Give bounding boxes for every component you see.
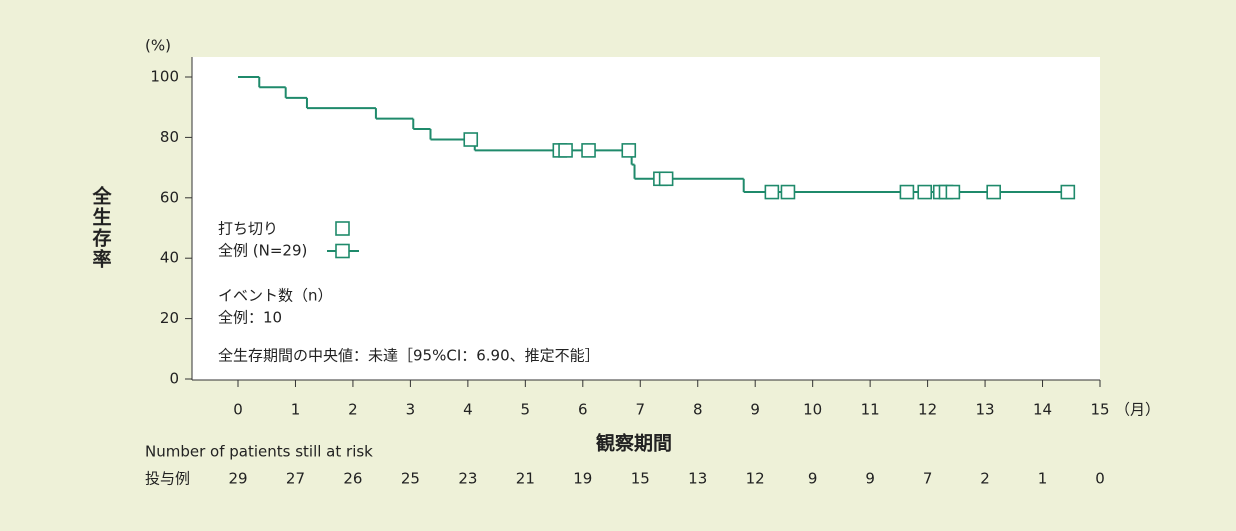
y-tick-label: 60 [160, 188, 179, 206]
legend-series-icon [335, 243, 350, 259]
legend-censor-icon [335, 221, 350, 236]
censor-mark [945, 184, 961, 200]
x-tick-label: 6 [578, 401, 588, 419]
annotation: イベント数（n） [218, 287, 333, 305]
x-tick-label: 7 [635, 401, 645, 419]
censor-mark [621, 143, 637, 158]
y-unit: (%) [145, 37, 171, 55]
at-risk-row-label: 投与例 [145, 470, 190, 488]
x-tick-label: 15 [1090, 401, 1109, 419]
x-unit: （月） [1115, 401, 1160, 419]
at-risk-value: 21 [516, 470, 535, 488]
at-risk-value: 1 [1038, 470, 1048, 488]
censor-mark [1060, 184, 1076, 200]
y-tick-label: 100 [150, 68, 179, 86]
y-tick-label: 80 [160, 128, 179, 146]
y-tick-label: 0 [169, 370, 179, 388]
y-tick-label: 40 [160, 249, 179, 267]
x-tick-label: 3 [406, 401, 416, 419]
at-risk-title: Number of patients still at risk [145, 443, 373, 461]
at-risk-value: 2 [980, 470, 990, 488]
at-risk-value: 13 [688, 470, 707, 488]
x-tick-label: 9 [750, 401, 760, 419]
x-tick-label: 4 [463, 401, 473, 419]
at-risk-value: 29 [228, 470, 247, 488]
censor-mark [658, 171, 674, 187]
censor-mark [558, 143, 573, 158]
x-tick-label: 12 [918, 401, 937, 419]
at-risk-value: 19 [573, 470, 592, 488]
y-label: 全生存率 [90, 185, 113, 270]
at-risk-value: 25 [401, 470, 420, 488]
censor-mark [780, 184, 796, 200]
legend-series-label: 全例 (N=29) [218, 242, 307, 260]
x-tick-label: 8 [693, 401, 703, 419]
x-tick-label: 2 [348, 401, 358, 419]
x-tick-label: 0 [233, 401, 243, 419]
at-risk-value: 12 [746, 470, 765, 488]
x-tick-label: 13 [976, 401, 995, 419]
plot-area [192, 57, 1100, 380]
censor-mark [986, 184, 1001, 200]
censor-mark [917, 184, 933, 200]
at-risk-value: 23 [458, 470, 477, 488]
x-tick-label: 11 [861, 401, 880, 419]
censor-mark [463, 132, 479, 147]
y-tick-label: 20 [160, 309, 179, 327]
legend-censor-label: 打ち切り [218, 220, 278, 238]
at-risk-value: 0 [1095, 470, 1105, 488]
at-risk-value: 26 [343, 470, 362, 488]
x-label: 観察期間 [596, 432, 672, 455]
at-risk-value: 9 [808, 470, 818, 488]
censor-mark [764, 184, 780, 200]
x-tick-label: 1 [291, 401, 301, 419]
censor-mark [899, 184, 915, 200]
at-risk-value: 7 [923, 470, 933, 488]
annotation: 全例：10 [218, 309, 282, 327]
censor-mark [581, 143, 596, 158]
x-tick-label: 14 [1033, 401, 1052, 419]
annotation: 全生存期間の中央値：未達［95%CI：6.90、推定不能］ [218, 347, 600, 365]
x-tick-label: 10 [803, 401, 822, 419]
at-risk-value: 15 [631, 470, 650, 488]
at-risk-value: 9 [865, 470, 875, 488]
x-tick-label: 5 [521, 401, 531, 419]
at-risk-value: 27 [286, 470, 305, 488]
